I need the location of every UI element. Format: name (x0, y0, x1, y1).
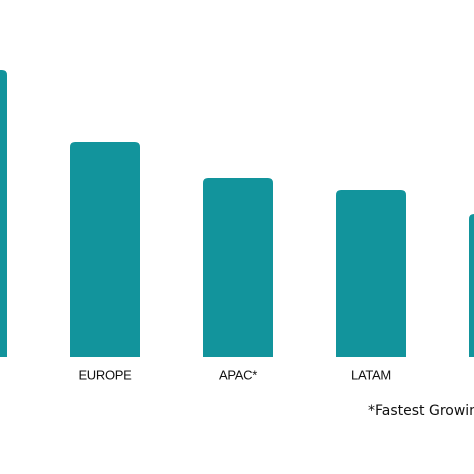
bar (469, 214, 474, 357)
bar (336, 190, 406, 357)
x-tick-label: LATAM (351, 367, 391, 382)
bar (0, 70, 7, 357)
bar (203, 178, 273, 357)
annotation: *Fastest Growing (368, 403, 474, 419)
bar (70, 142, 140, 357)
x-tick-label: APAC* (219, 367, 257, 382)
x-tick-label: EUROPE (78, 367, 132, 382)
